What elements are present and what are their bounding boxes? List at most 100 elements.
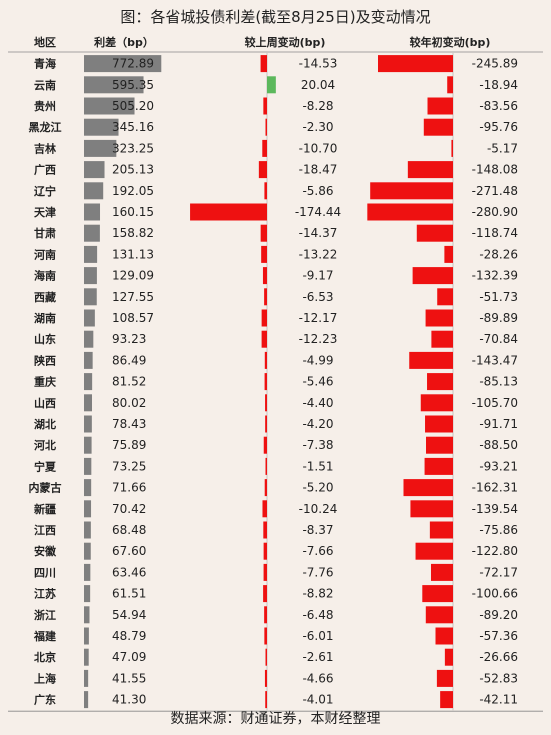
region-label: 湖北 — [34, 417, 56, 431]
spread-value: 68.48 — [112, 523, 146, 537]
spread-value: 205.13 — [112, 163, 154, 177]
week-change-bar — [264, 373, 267, 391]
week-change-bar — [264, 669, 267, 687]
region-label: 江西 — [34, 523, 56, 537]
spread-bar — [84, 606, 90, 624]
spread-bar — [84, 415, 92, 433]
week-change-bar — [265, 118, 267, 136]
region-label: 青海 — [34, 57, 56, 71]
week-change-value: -10.70 — [299, 141, 338, 155]
table-rows: 青海 772.89 -14.53 -245.89 云南 595.35 20.04 -18.94… — [8, 53, 543, 712]
week-change-value: 20.04 — [301, 78, 335, 92]
spread-value: 108.57 — [112, 311, 154, 325]
spread-bar — [84, 203, 101, 221]
week-change-value: -12.23 — [299, 332, 338, 346]
spread-value: 63.46 — [112, 565, 146, 579]
week-change-bar — [263, 542, 267, 560]
spread-bar — [84, 182, 104, 200]
ytd-change-bar — [431, 330, 453, 348]
table-row: 新疆 70.42 -10.24 -139.54 — [34, 500, 518, 518]
region-label: 天津 — [34, 205, 56, 219]
week-change-value: -4.99 — [302, 353, 333, 367]
spread-bar — [84, 669, 89, 687]
week-change-bar — [264, 351, 267, 369]
region-label: 山西 — [34, 396, 56, 410]
ytd-change-value: -18.94 — [479, 78, 518, 92]
region-label: 宁夏 — [34, 459, 57, 473]
ytd-change-value: -57.36 — [479, 629, 518, 643]
ytd-change-value: -88.50 — [479, 438, 518, 452]
week-change-bar — [261, 330, 267, 348]
week-change-value: -4.20 — [302, 417, 333, 431]
spread-bar — [84, 457, 92, 475]
ytd-change-bar — [425, 415, 453, 433]
week-change-value: -1.51 — [302, 459, 333, 473]
table-row: 辽宁 192.05 -5.86 -271.48 — [34, 182, 518, 200]
ytd-change-bar — [451, 139, 453, 157]
ytd-change-bar — [423, 118, 453, 136]
ytd-change-bar — [370, 182, 453, 200]
spread-value: 41.30 — [112, 693, 146, 707]
ytd-change-value: -271.48 — [472, 184, 518, 198]
week-change-value: -6.53 — [302, 290, 333, 304]
week-change-value: -14.37 — [299, 226, 338, 240]
week-change-value: -2.61 — [302, 650, 333, 664]
table-row: 黑龙江 345.16 -2.30 -95.76 — [29, 118, 518, 136]
spread-bar — [84, 479, 92, 497]
table-row: 宁夏 73.25 -1.51 -93.21 — [34, 457, 518, 475]
week-change-bar — [263, 585, 267, 603]
spread-bar — [84, 97, 135, 115]
spread-value: 41.55 — [112, 671, 146, 685]
spread-bar — [84, 161, 105, 179]
week-change-bar — [265, 457, 267, 475]
ytd-change-value: -148.08 — [472, 163, 518, 177]
ytd-change-value: -143.47 — [472, 353, 518, 367]
region-label: 重庆 — [34, 375, 56, 389]
spread-value: 81.52 — [112, 375, 146, 389]
week-change-bar — [261, 309, 267, 327]
table-row: 甘肃 158.82 -14.37 -118.74 — [34, 224, 518, 242]
week-change-bar — [265, 648, 267, 666]
ytd-change-bar — [440, 691, 453, 709]
week-change-value: -5.46 — [302, 375, 333, 389]
ytd-change-value: -51.73 — [479, 290, 518, 304]
ytd-change-value: -118.74 — [472, 226, 518, 240]
region-label: 北京 — [34, 650, 56, 664]
ytd-change-bar — [407, 161, 453, 179]
week-change-value: -7.38 — [302, 438, 333, 452]
spread-value: 47.09 — [112, 650, 146, 664]
spread-bar — [84, 436, 92, 454]
ytd-change-bar — [437, 288, 453, 306]
column-header: 较年初变动(bp) — [410, 35, 491, 49]
ytd-change-value: -89.20 — [479, 608, 518, 622]
spread-value: 127.55 — [112, 290, 154, 304]
ytd-change-value: -26.66 — [479, 650, 518, 664]
spread-value: 595.35 — [112, 78, 154, 92]
region-label: 吉林 — [34, 141, 56, 155]
region-label: 贵州 — [34, 99, 56, 113]
ytd-change-bar — [436, 669, 453, 687]
ytd-change-bar — [416, 224, 453, 242]
week-change-bar — [265, 415, 267, 433]
spread-bar — [84, 245, 98, 263]
spread-bar — [84, 648, 89, 666]
ytd-change-value: -100.66 — [472, 587, 518, 601]
spread-value: 129.09 — [112, 269, 154, 283]
week-change-value: -10.24 — [299, 502, 338, 516]
region-label: 海南 — [34, 269, 56, 283]
spread-value: 61.51 — [112, 587, 146, 601]
ytd-change-value: -162.31 — [472, 481, 518, 495]
ytd-change-bar — [424, 457, 453, 475]
ytd-change-value: -95.76 — [479, 120, 518, 134]
ytd-change-bar — [444, 648, 453, 666]
column-headers: 地区 利差（bp） 较上周变动(bp) 较年初变动(bp) — [8, 35, 543, 53]
week-change-value: -9.17 — [302, 269, 333, 283]
ytd-change-bar — [409, 351, 453, 369]
table-row: 贵州 505.20 -8.28 -83.56 — [34, 97, 518, 115]
spread-value: 86.49 — [112, 353, 146, 367]
spread-value: 80.02 — [112, 396, 146, 410]
ytd-change-value: -280.90 — [472, 205, 518, 219]
week-change-value: -14.53 — [299, 57, 338, 71]
table-row: 江西 68.48 -8.37 -75.86 — [34, 521, 518, 539]
